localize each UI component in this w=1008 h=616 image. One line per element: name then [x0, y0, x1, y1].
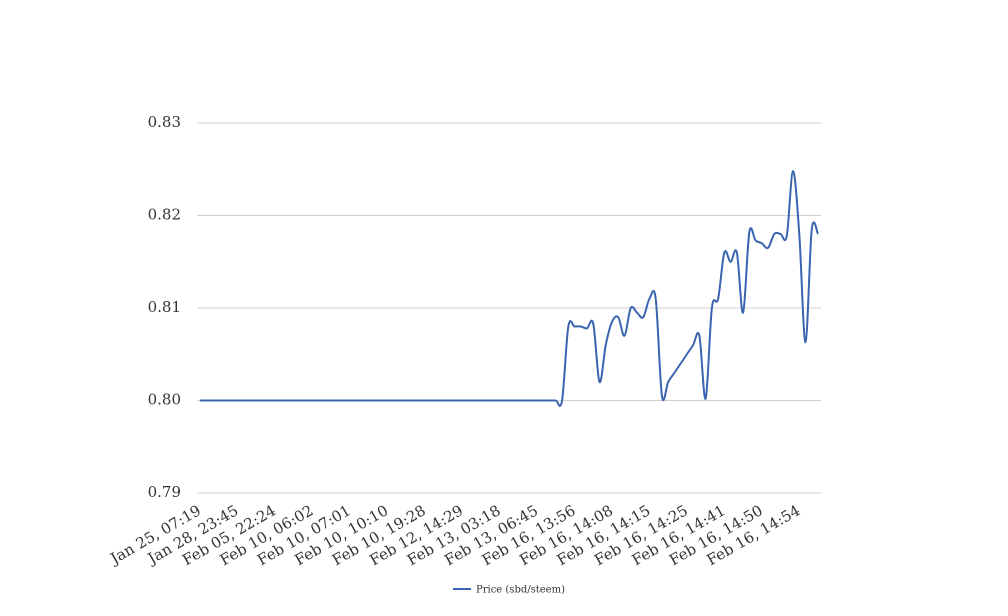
legend-label: Price (sbd/steem) [476, 585, 565, 596]
y-tick-label: 0.79 [148, 483, 181, 501]
y-tick-label: 0.82 [148, 206, 181, 224]
y-tick-label: 0.83 [148, 113, 181, 131]
y-tick-label: 0.81 [148, 298, 181, 316]
y-tick-label: 0.80 [148, 391, 181, 409]
price-line [199, 170, 819, 407]
